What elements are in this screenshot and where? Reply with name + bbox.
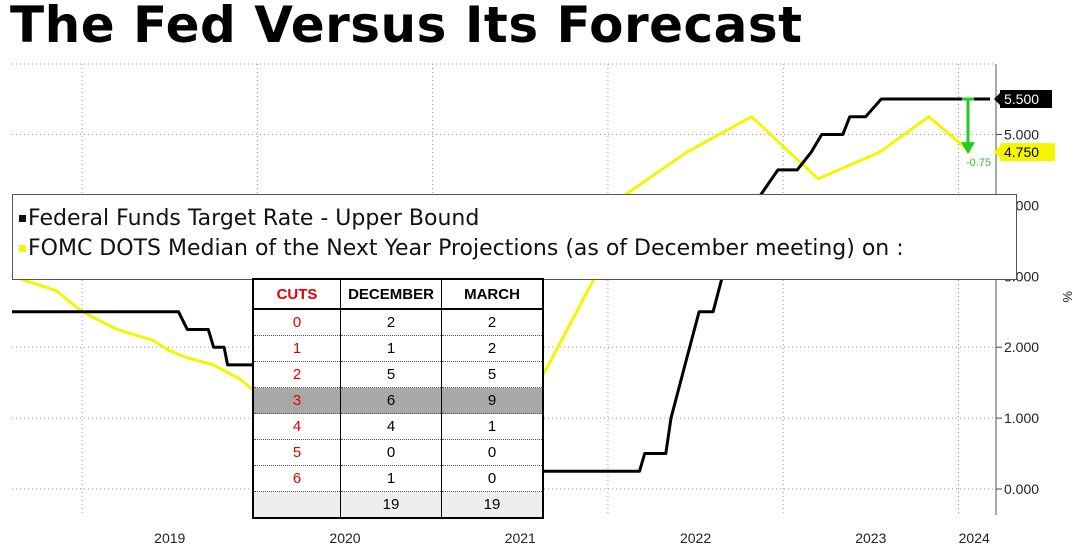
x-axis-ticks: 2019 2020 2021 2022 2023 2024 [154,530,990,546]
legend: Federal Funds Target Rate - Upper Bound … [12,194,1017,280]
legend-item-dots: FOMC DOTS Median of the Next Year Projec… [19,235,904,263]
cell-december: 0 [340,439,442,466]
arrow-head [961,142,975,155]
x-tick-label: 2021 [505,530,536,546]
cell-total-december: 19 [340,491,442,518]
x-tick-label: 2024 [959,530,990,546]
header-cuts: CUTS [253,279,341,310]
last-value-label-fed: 5.500 [1004,91,1039,107]
cell-cuts: 6 [253,465,341,492]
cell-march: 0 [441,439,543,466]
cell-cuts: 5 [253,439,341,466]
x-tick-label: 2019 [154,530,185,546]
legend-swatch-dots [19,244,26,252]
cell-march: 2 [441,309,543,336]
cell-cuts: 0 [253,309,341,336]
x-tick-label: 2023 [855,530,886,546]
cell-march: 0 [441,465,543,492]
cell-cuts: 4 [253,413,341,440]
y-tick-label: 2.000 [1004,339,1039,355]
cell-december: 1 [340,465,442,492]
last-value-tag-dots [1000,143,1055,162]
end-markers: 5.500 4.750 -0.75 [961,90,1055,169]
cell-total-march: 19 [441,491,543,518]
tag-pointer-fed [994,92,1001,106]
x-tick-label: 2020 [329,530,360,546]
chart-title: The Fed Versus Its Forecast [10,0,803,54]
y-tick-label: 0.000 [1004,481,1039,497]
table-total-row: 19 19 [253,491,543,518]
header-december: DECEMBER [340,279,442,310]
cell-march: 1 [441,413,543,440]
cell-cuts: 1 [253,335,341,362]
header-march: MARCH [441,279,543,310]
difference-label: -0.75 [966,157,991,169]
last-value-label-dots: 4.750 [1004,144,1039,160]
x-tick-label: 2022 [680,530,711,546]
legend-swatch-fed [19,214,26,222]
legend-label-fed: Federal Funds Target Rate - Upper Bound [28,206,480,231]
y-tick-label: 5.000 [1004,126,1039,142]
cell-december: 2 [340,309,442,336]
table-header-row: CUTS DECEMBER MARCH [253,279,543,310]
unit-label: % [1060,291,1075,303]
cell-march: 2 [441,335,543,362]
y-tick-label: 1.000 [1004,410,1039,426]
cell-december: 1 [340,335,442,362]
legend-item-fed: Federal Funds Target Rate - Upper Bound [19,205,479,233]
cell-march: 9 [441,387,543,414]
cell-total-label [253,491,341,518]
fed-funds-line [12,97,990,473]
cell-december: 6 [340,387,442,414]
last-value-tag-fed [1000,90,1052,108]
cell-cuts: 3 [253,387,341,414]
legend-label-dots: FOMC DOTS Median of the Next Year Projec… [28,236,904,261]
cell-cuts: 2 [253,361,341,388]
cell-december: 4 [340,413,442,440]
cell-december: 5 [340,361,442,388]
cell-march: 5 [441,361,543,388]
tag-pointer-dots [994,145,1001,160]
